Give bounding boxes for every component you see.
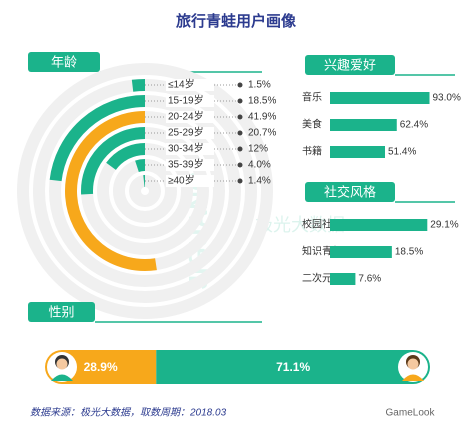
bar-label: 美食	[302, 118, 322, 131]
bar	[330, 219, 428, 231]
age-value: 1.4%	[248, 176, 271, 187]
header-text: 社交风格	[324, 184, 376, 199]
age-arc	[81, 127, 146, 195]
label-bg	[166, 111, 214, 123]
header-text: 兴趣爱好	[324, 57, 376, 72]
age-value: 12%	[248, 144, 268, 155]
age-arc	[106, 143, 146, 171]
header-text: 性别	[48, 304, 74, 319]
icon-face	[407, 358, 419, 370]
bar-value: 18.5%	[395, 247, 423, 258]
bar-label: 二次元	[302, 272, 332, 285]
age-arc	[49, 95, 146, 182]
age-arc	[65, 111, 157, 271]
bg-ring	[17, 63, 273, 319]
icon-body	[402, 374, 424, 381]
header-text: 年龄	[51, 54, 77, 69]
age-label: 15-19岁	[168, 94, 204, 107]
watermark-name: 极光大数据	[255, 215, 345, 235]
label-bg	[166, 159, 214, 171]
gender-value: 28.9%	[84, 360, 118, 374]
leader-dot	[237, 146, 243, 152]
age-value: 20.7%	[248, 128, 276, 139]
gender-value: 71.1%	[276, 360, 310, 374]
bar-label: 音乐	[302, 91, 322, 104]
source: 数据来源：极光大数据，取数周期：2018.03	[30, 407, 227, 419]
leader-dot	[237, 162, 243, 168]
bar	[330, 92, 430, 104]
age-value: 18.5%	[248, 96, 276, 107]
header-box	[305, 55, 395, 75]
age-arc	[135, 159, 146, 173]
bar	[330, 273, 356, 285]
label-bg	[166, 175, 214, 187]
icon-body	[51, 374, 73, 381]
icon-face	[56, 358, 68, 370]
leader-dot	[237, 178, 243, 184]
age-value: 1.5%	[248, 80, 271, 91]
label-bg	[166, 127, 214, 139]
age-value: 4.0%	[248, 160, 271, 171]
bar-value: 29.1%	[430, 220, 458, 231]
header-box	[28, 302, 95, 322]
gender-segment	[156, 350, 430, 384]
age-label: ≤14岁	[168, 78, 195, 91]
bar	[330, 146, 385, 158]
age-label: 30-34岁	[168, 142, 204, 155]
title: 旅行青蛙用户画像	[176, 12, 297, 30]
leader-dot	[237, 130, 243, 136]
leader-dot	[237, 82, 243, 88]
age-label: 25-29岁	[168, 126, 204, 139]
header-box	[305, 182, 395, 202]
age-label: 20-24岁	[168, 110, 204, 123]
bar-value: 51.4%	[388, 147, 416, 158]
age-value: 41.9%	[248, 112, 276, 123]
bar	[330, 246, 392, 258]
leader-dot	[237, 114, 243, 120]
bar-value: 62.4%	[400, 120, 428, 131]
label-bg	[166, 79, 214, 91]
label-bg	[166, 143, 214, 155]
credit: GameLook	[386, 408, 436, 419]
age-label: 35-39岁	[168, 158, 204, 171]
header-box	[28, 52, 100, 72]
age-arc	[131, 79, 146, 92]
bg-ring	[113, 159, 177, 223]
age-label: ≥40岁	[168, 174, 195, 187]
bar-value: 93.0%	[433, 93, 461, 104]
label-bg	[166, 95, 214, 107]
bar	[330, 119, 397, 131]
bar-label: 书籍	[302, 145, 322, 158]
leader-dot	[237, 98, 243, 104]
bar-value: 7.6%	[358, 274, 381, 285]
